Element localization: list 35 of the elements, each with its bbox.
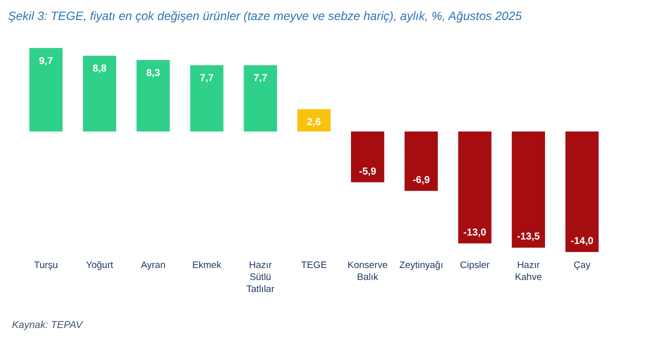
x-tick-label: Ayran [140,260,166,271]
data-label: -14,0 [570,236,594,247]
bar [244,65,278,132]
x-tick-label: Konserve Balık [348,260,388,283]
bar [82,56,116,132]
data-label: 2,6 [307,117,322,128]
bar [350,131,384,182]
data-label: 7,7 [253,73,268,84]
data-label: -13,5 [517,232,540,243]
bar [190,65,224,132]
bar [565,131,599,252]
data-label: -6,9 [412,174,430,186]
data-label: 8,8 [92,64,107,75]
x-tick-label: Çay [574,260,591,271]
bar [29,48,63,132]
bar [297,109,331,132]
x-tick-label: TEGE [301,260,327,271]
data-label: 8,3 [146,68,161,80]
x-tick-label: Ekmek [192,260,222,271]
data-label: 7,7 [200,73,214,84]
text: Kaynak: TEPAV [12,320,84,331]
data-label: -13,0 [463,227,487,238]
data-label: -5,9 [358,166,377,178]
chart-title: Şekil 3: TEGE, fiyatı en çok değişen ürünler (taze meyve ve sebze hariç), aylık, %, Ağustos 2025 [8,9,522,23]
x-tick-label: Hazır Sütlü Tatlılar [246,260,274,295]
x-tick-label: Cipsler [460,260,490,271]
bar [404,131,438,191]
x-tick-label: Yoğurt [86,260,114,271]
x-tick-label: Hazır Kahve [514,260,542,283]
x-tick-label: Zeytinyağı [399,260,444,271]
data-label: 9,7 [39,56,54,67]
bar [458,131,492,244]
bar [136,60,170,132]
x-tick-label: Turşu [34,260,58,271]
bar [512,131,546,248]
